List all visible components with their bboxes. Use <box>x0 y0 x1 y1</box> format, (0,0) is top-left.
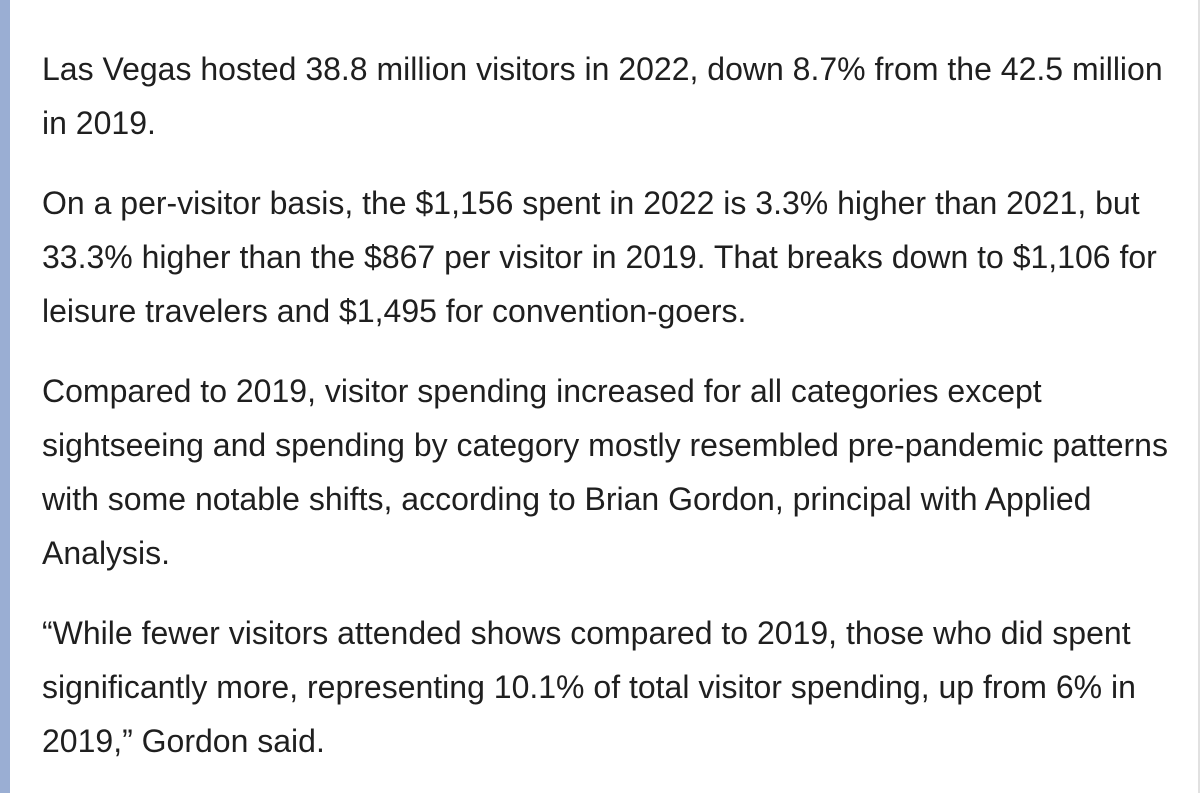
article-body: Las Vegas hosted 38.8 million visitors i… <box>42 42 1182 768</box>
paragraph-per-visitor-spending: On a per-visitor basis, the $1,156 spent… <box>42 185 1157 329</box>
paragraph-visitor-count: Las Vegas hosted 38.8 million visitors i… <box>42 51 1163 141</box>
paragraph-gordon-quote: “While fewer visitors attended shows com… <box>42 615 1136 759</box>
right-edge-border <box>1198 0 1200 793</box>
paragraph-spending-categories: Compared to 2019, visitor spending incre… <box>42 373 1168 571</box>
quote-accent-bar <box>0 0 10 793</box>
